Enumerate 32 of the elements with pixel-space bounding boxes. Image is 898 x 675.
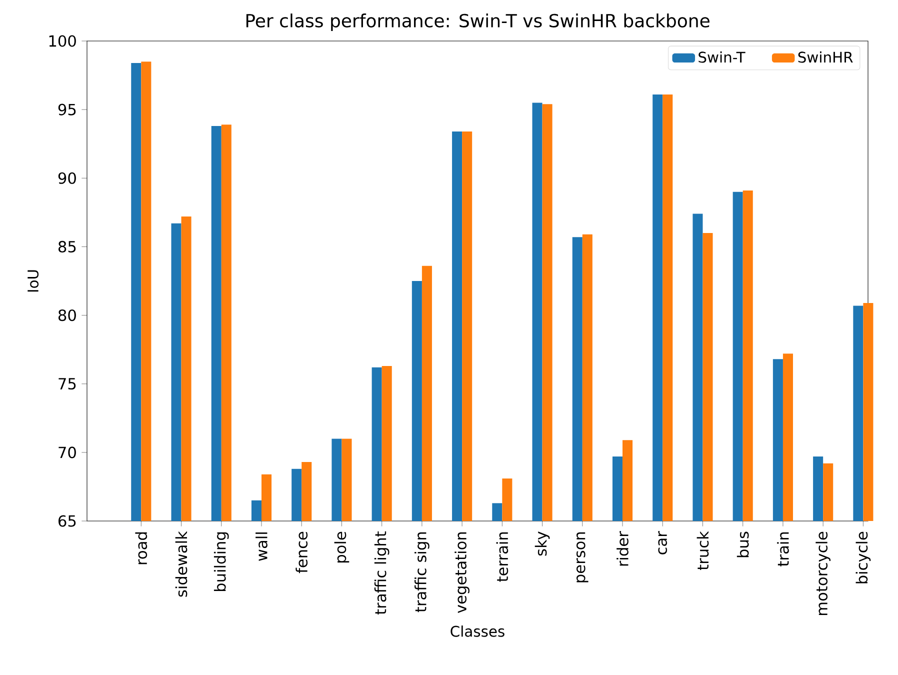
x-tick-label: sidewalk bbox=[175, 531, 188, 597]
x-tick-label: truck bbox=[696, 531, 709, 570]
x-tick-label: motorcycle bbox=[816, 532, 830, 615]
x-tick-label: sky bbox=[534, 531, 550, 556]
x-tick-label: rider bbox=[616, 531, 628, 566]
x-tick-label: wall bbox=[256, 532, 268, 561]
y-tick-label: 75 bbox=[58, 378, 76, 390]
x-axis-title: Classes bbox=[450, 626, 504, 637]
x-tick-label: train bbox=[777, 532, 789, 566]
x-tick-label: building bbox=[214, 532, 229, 592]
legend-label: SwinHR bbox=[798, 51, 853, 63]
x-tick-label: pole bbox=[334, 532, 350, 562]
x-tick-label: terrain bbox=[496, 532, 508, 582]
x-tick-label: traffic sign bbox=[414, 532, 430, 612]
y-tick-label: 95 bbox=[58, 104, 76, 116]
x-tick-label: bus bbox=[736, 532, 749, 558]
y-tick-label: 100 bbox=[49, 35, 76, 47]
y-tick-label: 70 bbox=[58, 446, 76, 458]
y-tick-label: 90 bbox=[58, 172, 76, 184]
y-axis-title: IoU bbox=[28, 270, 39, 292]
x-tick-label: traffic light bbox=[374, 531, 390, 614]
x-tick-label: fence bbox=[296, 532, 308, 574]
x-tick-label: car bbox=[658, 531, 668, 554]
x-tick-label: person bbox=[576, 532, 588, 582]
chart-title: Per class performance: Swin-T vs SwinHR backbone bbox=[246, 14, 710, 31]
y-tick-label: 85 bbox=[58, 240, 76, 253]
x-tick-label: vegetation bbox=[454, 532, 470, 614]
y-tick-label: 65 bbox=[58, 515, 76, 527]
legend-label: Swin-T bbox=[698, 51, 746, 63]
x-tick-label: road bbox=[135, 532, 148, 564]
y-tick-label: 80 bbox=[58, 309, 76, 322]
x-tick-label: bicycle bbox=[856, 532, 871, 584]
